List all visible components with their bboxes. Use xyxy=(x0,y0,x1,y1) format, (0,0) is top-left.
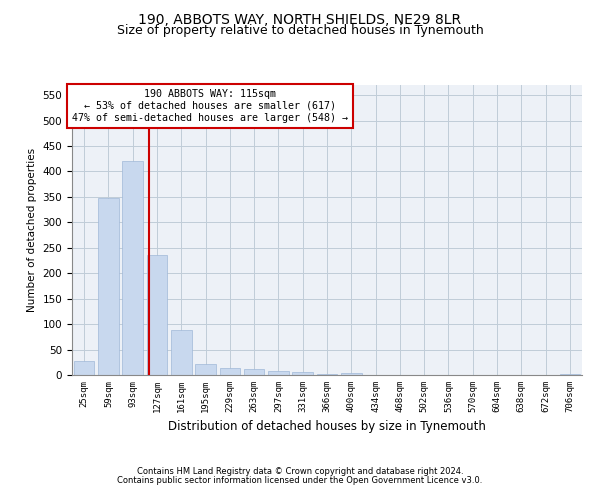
Bar xyxy=(244,369,265,375)
Bar xyxy=(122,162,143,375)
Bar xyxy=(220,368,240,375)
Bar xyxy=(74,361,94,375)
Text: Contains public sector information licensed under the Open Government Licence v3: Contains public sector information licen… xyxy=(118,476,482,485)
Bar xyxy=(98,198,119,375)
Bar xyxy=(195,364,216,375)
Bar xyxy=(560,374,580,375)
Y-axis label: Number of detached properties: Number of detached properties xyxy=(27,148,37,312)
Bar xyxy=(317,374,337,375)
Bar xyxy=(146,256,167,375)
Text: Contains HM Land Registry data © Crown copyright and database right 2024.: Contains HM Land Registry data © Crown c… xyxy=(137,467,463,476)
Text: Size of property relative to detached houses in Tynemouth: Size of property relative to detached ho… xyxy=(116,24,484,37)
Text: 190, ABBOTS WAY, NORTH SHIELDS, NE29 8LR: 190, ABBOTS WAY, NORTH SHIELDS, NE29 8LR xyxy=(139,12,461,26)
Bar xyxy=(292,372,313,375)
Bar xyxy=(341,373,362,375)
Text: 190 ABBOTS WAY: 115sqm
← 53% of detached houses are smaller (617)
47% of semi-de: 190 ABBOTS WAY: 115sqm ← 53% of detached… xyxy=(72,90,348,122)
Bar xyxy=(268,371,289,375)
Bar xyxy=(171,330,191,375)
X-axis label: Distribution of detached houses by size in Tynemouth: Distribution of detached houses by size … xyxy=(168,420,486,434)
